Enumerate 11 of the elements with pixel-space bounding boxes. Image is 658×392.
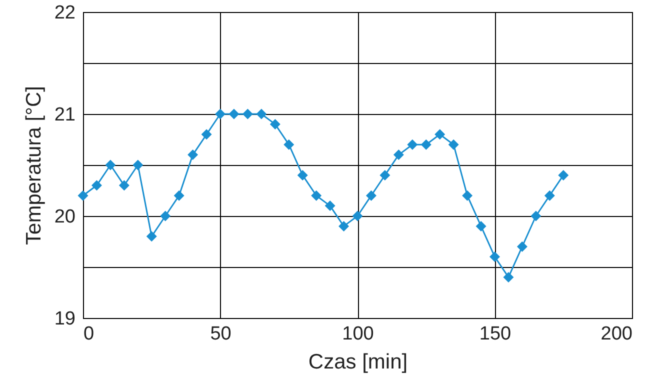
x-axis-title: Czas [min] xyxy=(308,350,408,374)
x-tick-label: 150 xyxy=(479,324,512,344)
x-tick-label: 0 xyxy=(84,324,94,344)
y-axis-title: Temperatura [°C] xyxy=(22,86,46,245)
y-tick-label: 21 xyxy=(54,104,76,126)
y-tick-label: 19 xyxy=(54,308,76,330)
x-tick-label: 50 xyxy=(210,324,232,344)
x-tick-label: 100 xyxy=(342,324,374,344)
y-tick-label: 22 xyxy=(54,2,76,24)
y-tick-label: 20 xyxy=(54,206,76,228)
x-tick-label: 200 xyxy=(600,324,632,344)
